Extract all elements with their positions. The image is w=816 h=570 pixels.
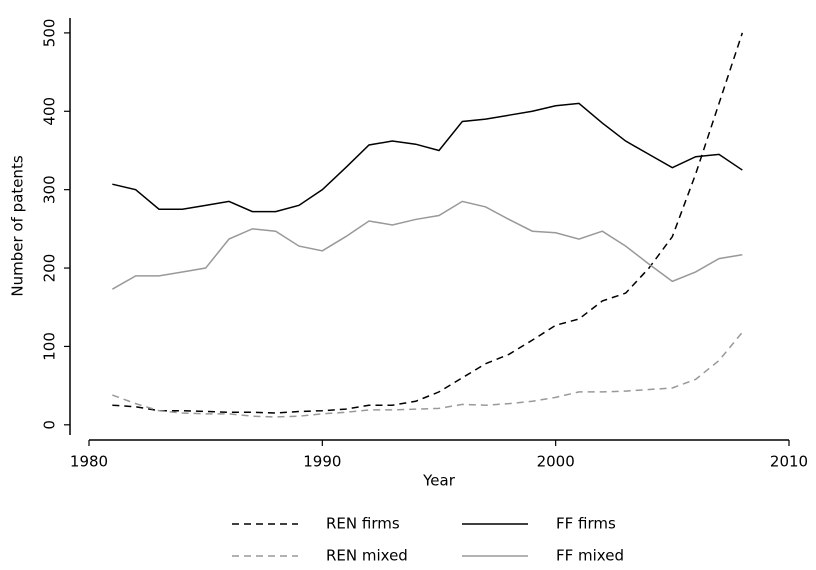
x-tick-label: 1980	[70, 453, 108, 471]
series-line	[112, 32, 744, 414]
y-tick-label: 300	[41, 175, 59, 204]
x-tick-label: 2010	[770, 453, 808, 471]
y-tick-label: 500	[41, 19, 59, 48]
x-tick-label: 1990	[303, 453, 341, 471]
y-tick-label: 100	[41, 332, 59, 361]
series-line	[112, 331, 743, 418]
y-axis-label: Number of patents	[9, 155, 27, 296]
y-tick-label: 200	[41, 254, 59, 283]
legend-label: FF firms	[556, 515, 616, 533]
y-tick-label: 0	[41, 420, 59, 430]
legend-label: REN mixed	[326, 547, 408, 565]
series-line	[111, 200, 743, 290]
x-axis-label: Year	[422, 472, 456, 490]
legend-label: FF mixed	[556, 547, 624, 565]
x-tick-label: 2000	[537, 453, 575, 471]
series-line	[112, 102, 743, 213]
y-tick-label: 400	[41, 97, 59, 126]
legend-label: REN firms	[326, 515, 400, 533]
